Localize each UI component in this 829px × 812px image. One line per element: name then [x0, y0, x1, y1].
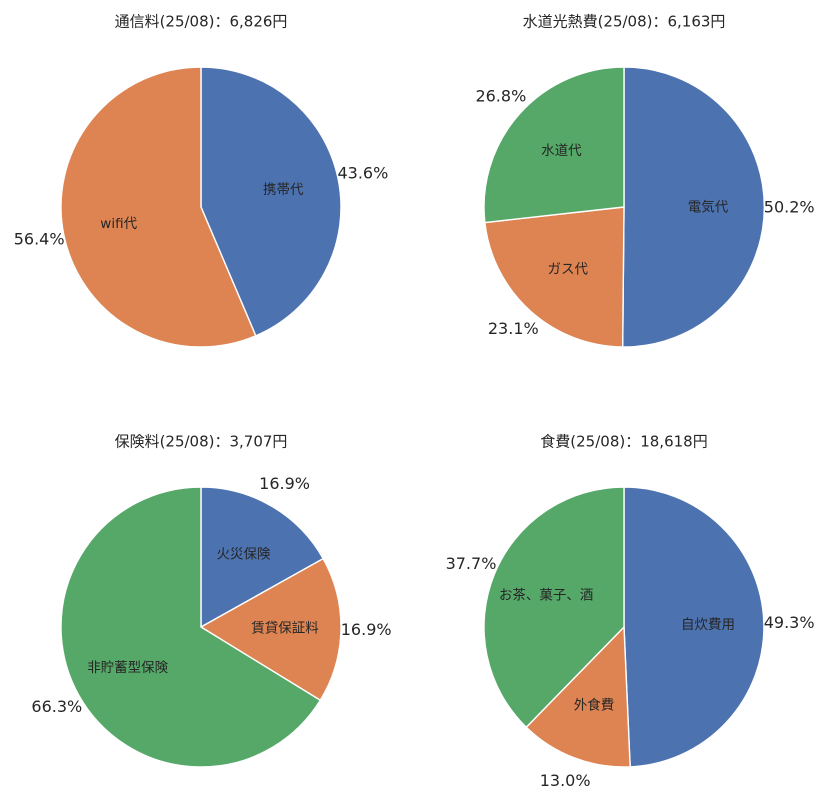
percentage-label: 56.4% — [14, 229, 65, 248]
slice-label: お茶、菓子、酒 — [499, 587, 594, 603]
slice-label: 非貯蓄型保険 — [87, 660, 168, 676]
pie-slice-1 — [199, 557, 342, 702]
slice-label: 水道代 — [541, 143, 582, 159]
slice-label: 火災保険 — [216, 547, 270, 563]
percentage-label: 37.7% — [446, 554, 497, 573]
percentage-label: 13.0% — [540, 771, 591, 790]
chart-title: 保険料(25/08)：3,707円 — [115, 433, 288, 451]
percentage-label: 49.3% — [764, 613, 815, 632]
chart-title: 通信料(25/08)：6,826円 — [115, 13, 288, 31]
percentage-label: 43.6% — [337, 164, 388, 183]
percentage-label: 23.1% — [488, 319, 539, 338]
slice-label: 携帯代 — [263, 182, 304, 198]
pie-slice-1 — [484, 206, 625, 348]
pie-slice-0 — [200, 486, 325, 629]
percentage-label: 26.8% — [475, 86, 526, 105]
percentage-label: 16.9% — [341, 620, 392, 639]
percentage-label: 50.2% — [764, 197, 815, 216]
percentage-label: 16.9% — [259, 474, 310, 493]
percentage-label: 66.3% — [31, 697, 82, 716]
slice-label: 電気代 — [688, 199, 729, 215]
slice-label: 賃貸保証料 — [251, 621, 319, 637]
slice-label: wifi代 — [100, 216, 137, 232]
pie-slice-2 — [60, 486, 322, 768]
slice-label: 外食費 — [574, 696, 615, 713]
chart-title: 水道光熱費(25/08)：6,163円 — [523, 13, 726, 31]
pie-slice-0 — [621, 66, 765, 348]
pie-slice-0 — [623, 486, 765, 768]
pie-slice-1 — [60, 66, 257, 348]
pie-slice-1 — [525, 625, 631, 768]
slice-label: ガス代 — [547, 261, 588, 277]
pie-slice-2 — [483, 66, 625, 224]
chart-title: 食費(25/08)：18,618円 — [540, 433, 707, 451]
pie-slice-2 — [483, 486, 625, 729]
slice-label: 自炊費用 — [681, 617, 735, 633]
pie-slice-0 — [200, 66, 342, 337]
